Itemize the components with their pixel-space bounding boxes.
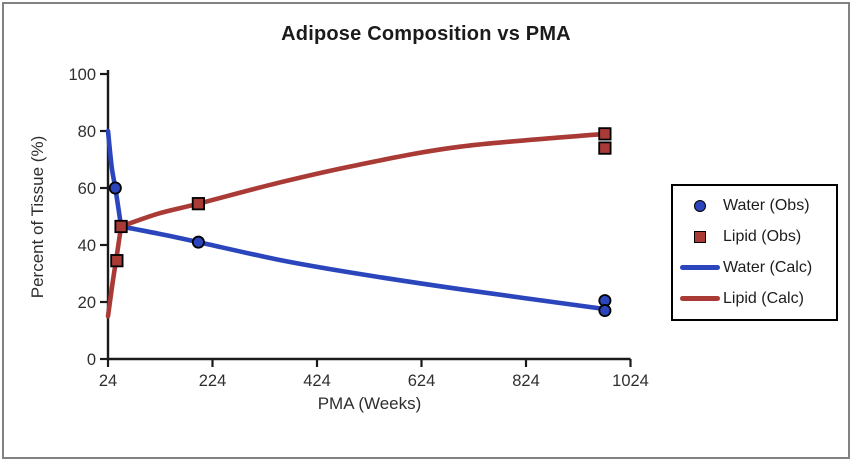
- lipid-obs-square-icon: [694, 231, 706, 244]
- series-lipid-calc: [105, 224, 124, 319]
- point-lipid-obs: [598, 127, 612, 141]
- point-lipid-obs: [598, 141, 612, 155]
- point-lipid-obs: [114, 219, 128, 234]
- x-tick-label: 1024: [612, 372, 649, 390]
- x-tick-label: 224: [199, 372, 227, 390]
- x-tick-label: 824: [512, 372, 540, 390]
- water-calc-line-icon: [680, 265, 720, 271]
- point-water-obs: [108, 181, 122, 195]
- series-water-calc: [105, 128, 124, 229]
- y-tick-label: 0: [87, 351, 96, 369]
- point-water-obs: [598, 304, 612, 318]
- y-tick-label: 80: [78, 123, 96, 141]
- axes: [106, 70, 631, 361]
- x-tick-label: 624: [408, 372, 436, 390]
- point-lipid-obs: [110, 254, 124, 268]
- x-tick-label: 24: [99, 372, 117, 390]
- water-obs-circle-icon: [694, 200, 706, 213]
- y-tick-label: 20: [78, 294, 96, 312]
- legend-label: Lipid (Obs): [723, 228, 802, 246]
- x-tick-label: 424: [303, 372, 331, 390]
- y-axis-label: Percent of Tissue (%): [28, 135, 47, 299]
- legend-item-lipid-calc: Lipid (Calc): [680, 290, 834, 308]
- legend-item-water-obs: Water (Obs): [680, 197, 834, 215]
- legend-item-lipid-obs: Lipid (Obs): [680, 228, 834, 246]
- y-tick-label: 40: [78, 237, 96, 255]
- point-water-obs: [191, 235, 205, 249]
- y-tick-label: 100: [68, 66, 96, 84]
- x-axis-label: PMA (Weeks): [317, 394, 422, 413]
- chart-title: Adipose Composition vs PMA: [281, 23, 571, 45]
- legend-label: Lipid (Calc): [723, 289, 804, 307]
- series-water-calc: [118, 224, 608, 312]
- legend-label: Water (Obs): [723, 197, 810, 215]
- legend: Water (Obs) Lipid (Obs) Water (Calc) Lip…: [671, 184, 838, 321]
- point-lipid-obs: [191, 197, 205, 211]
- lipid-calc-line-icon: [680, 296, 720, 302]
- legend-item-water-calc: Water (Calc): [680, 259, 834, 277]
- y-tick-label: 60: [78, 180, 96, 198]
- series-lipid-calc: [118, 131, 608, 229]
- legend-label: Water (Calc): [723, 258, 813, 276]
